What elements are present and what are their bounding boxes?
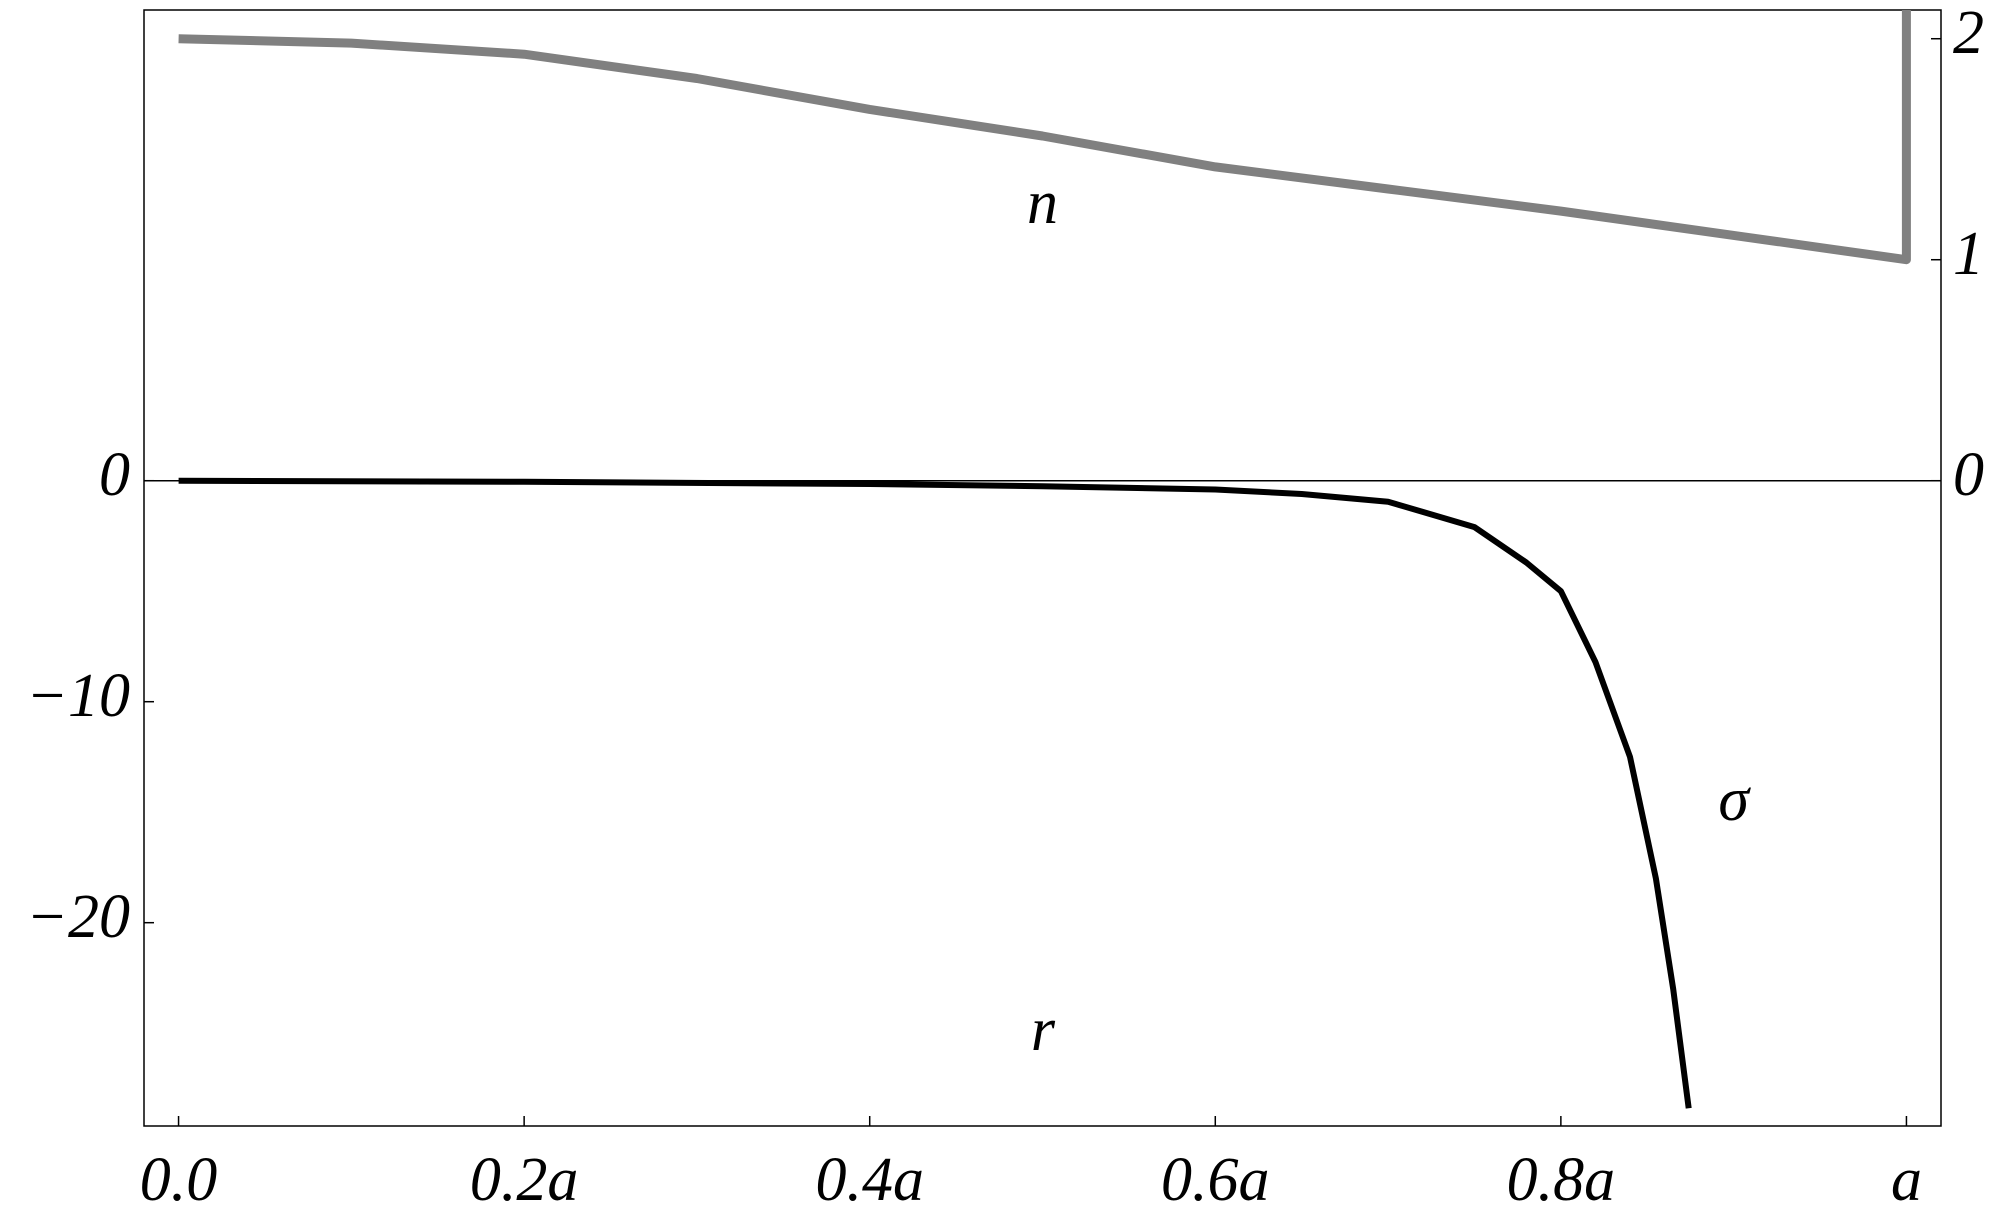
series-line [178, 477, 1692, 1109]
series-label: n [1027, 169, 1058, 237]
x-tick-label: a [1891, 1146, 1922, 1214]
x-tick-label: 0.8a [1507, 1146, 1616, 1214]
x-tick-label: 0.2a [470, 1146, 579, 1214]
x-tick-label: 0.6a [1161, 1146, 1270, 1214]
y2-tick-label: 2 [1953, 0, 1984, 67]
y-tick-label: −10 [26, 662, 130, 730]
y2-tick-label: 0 [1953, 441, 1984, 509]
y-tick-label: −20 [26, 883, 130, 951]
plot-frame [143, 9, 1942, 1127]
x-tick-label: 0.4a [815, 1146, 924, 1214]
series-line [178, 10, 1911, 265]
x-tick-label: 0.0 [140, 1146, 218, 1214]
y2-tick-label: 1 [1953, 220, 1984, 288]
y-tick-label: 0 [99, 441, 130, 509]
series-label: σ [1718, 766, 1751, 834]
x-axis-label: r [1031, 996, 1056, 1064]
